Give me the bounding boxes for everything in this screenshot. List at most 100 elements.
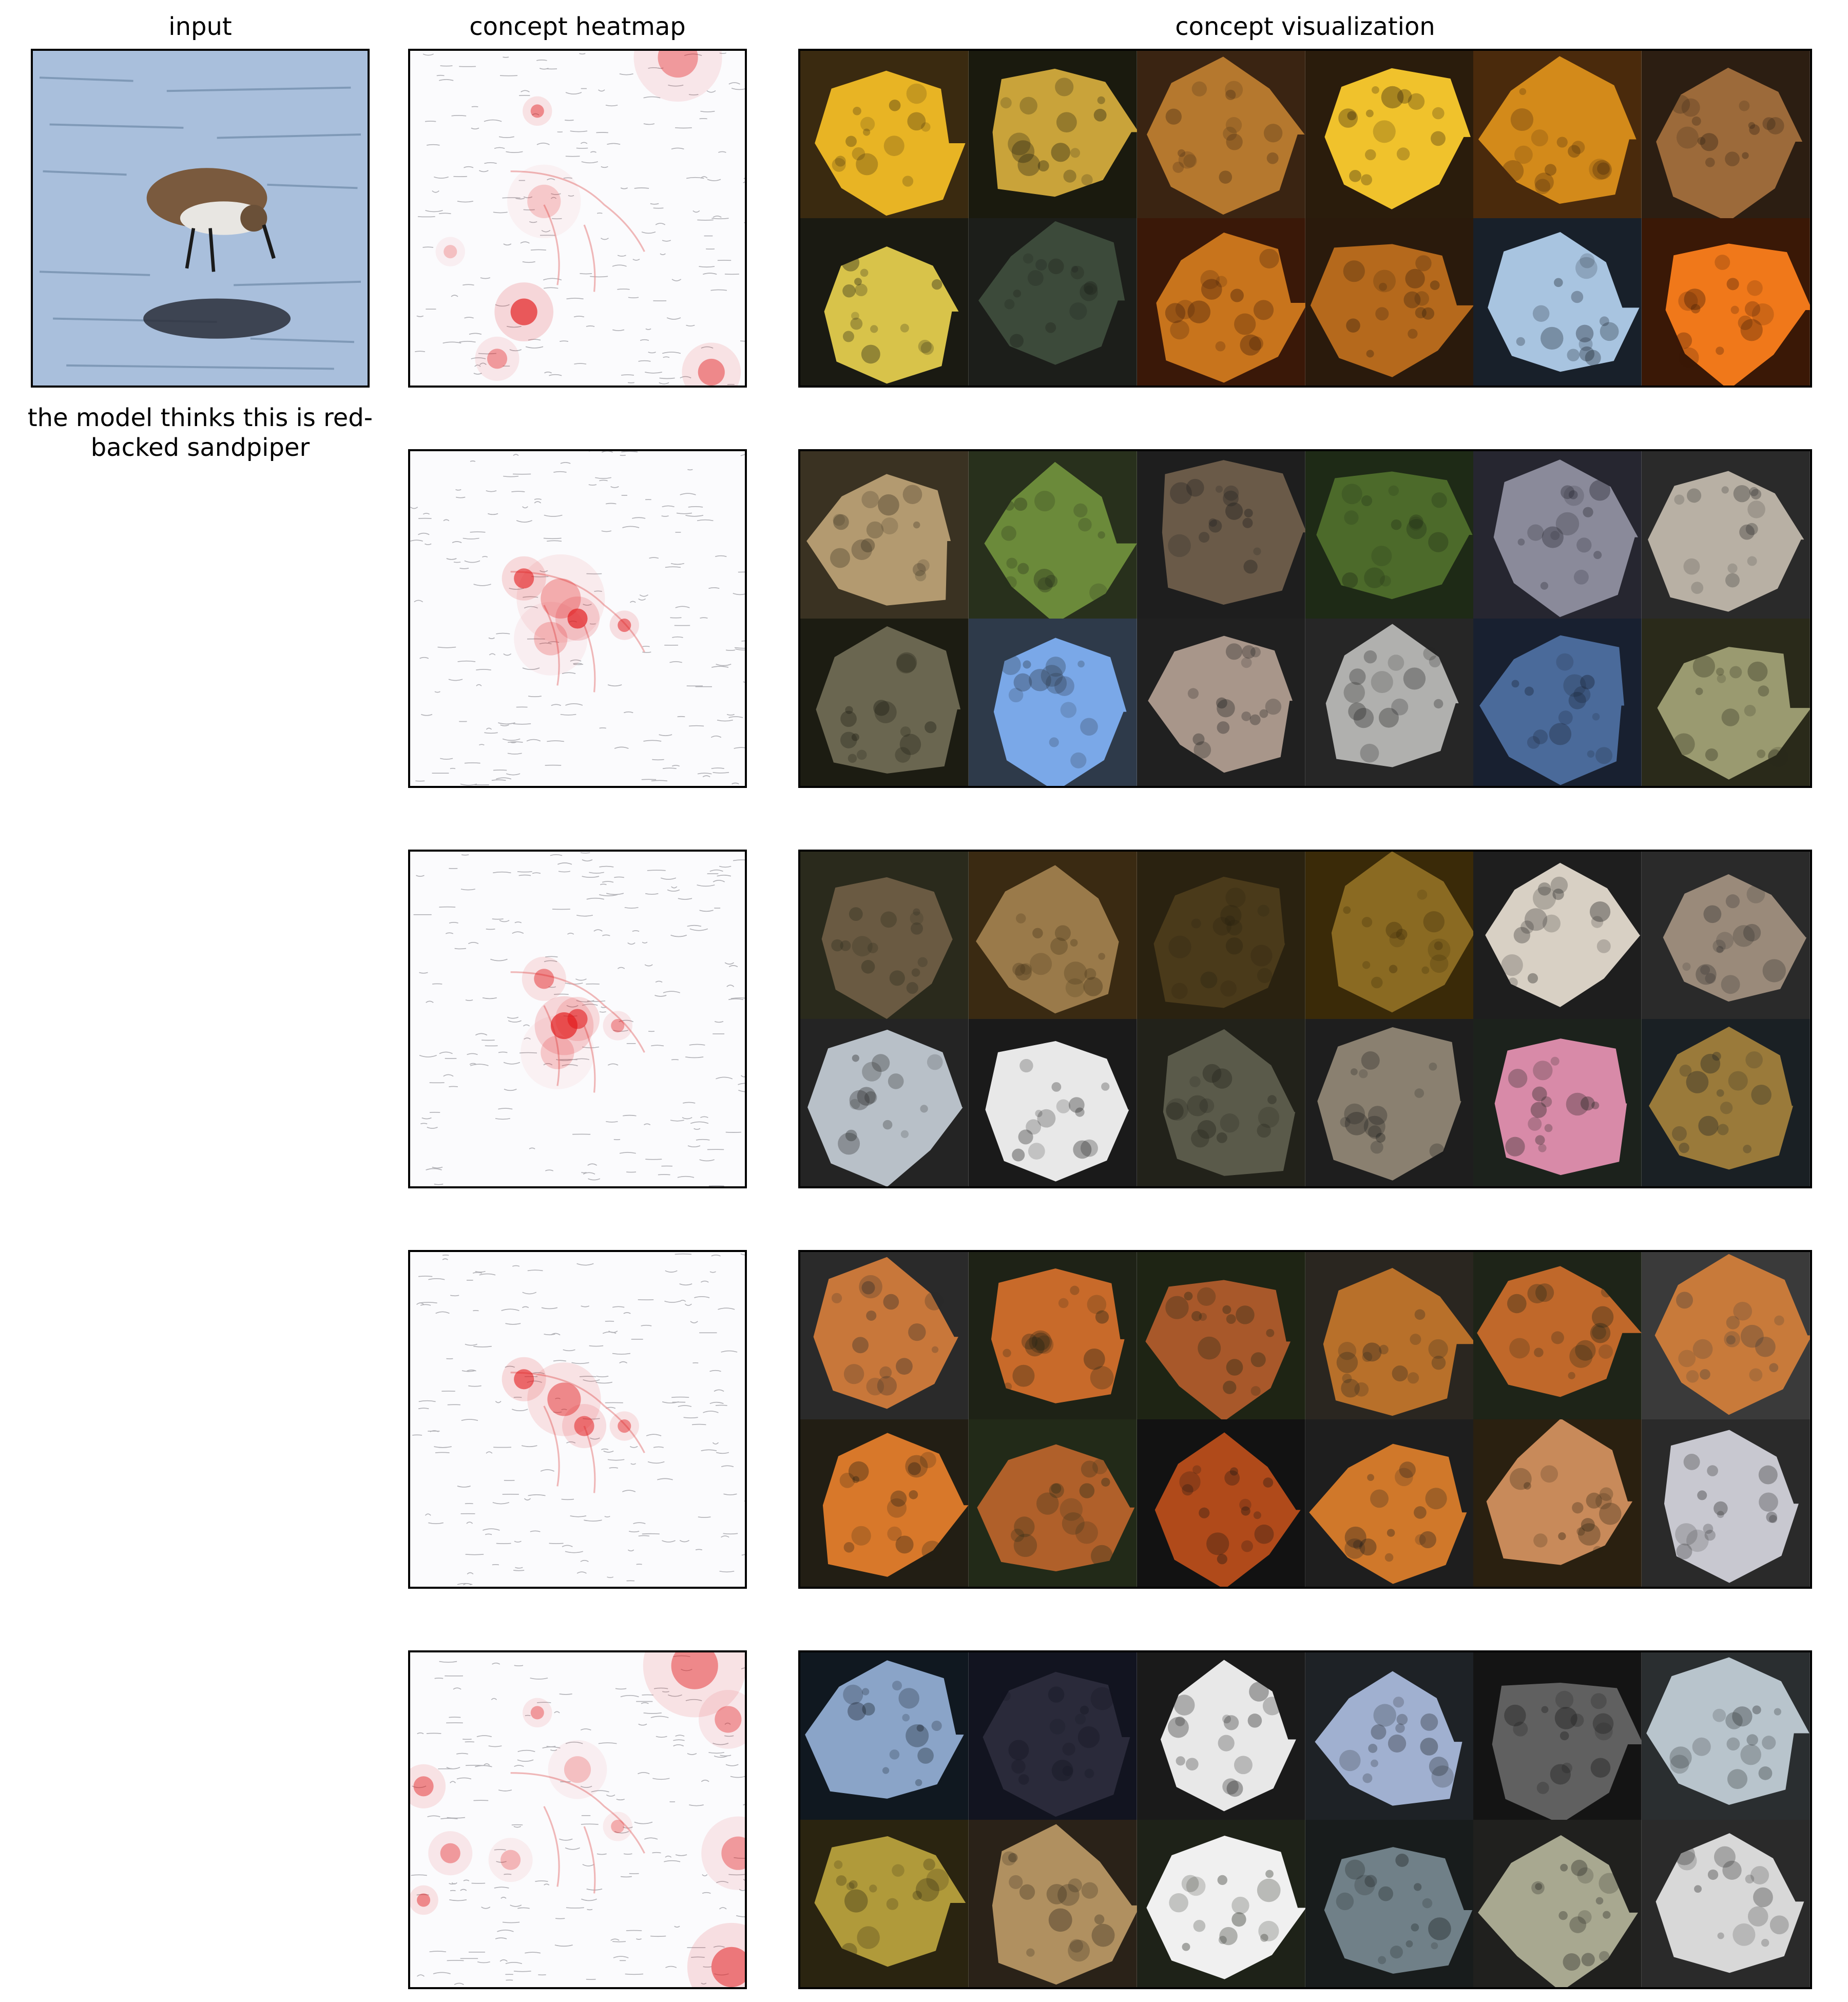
patch-image — [1642, 1652, 1810, 1820]
concept-patch-2-11 — [1473, 619, 1642, 786]
concept-patch-3-6 — [1642, 852, 1810, 1019]
patch-image — [800, 619, 969, 786]
patch-image — [1137, 852, 1305, 1019]
patch-image — [968, 218, 1137, 386]
concept-patch-4-2 — [968, 1252, 1137, 1419]
heatmap-canvas — [410, 451, 745, 786]
prediction-caption: the model thinks this is red-backed sand… — [27, 403, 373, 462]
heatmap-canvas — [410, 51, 745, 386]
concept-patch-1-2 — [968, 51, 1137, 218]
concept-patch-5-6 — [1642, 1652, 1810, 1820]
concept-patch-3-11 — [1473, 1019, 1642, 1186]
patch-image — [800, 1019, 969, 1186]
patch-image — [800, 51, 969, 218]
patch-image — [1473, 1820, 1642, 1987]
concept-patch-1-3 — [1137, 51, 1305, 218]
concept-patch-5-5 — [1473, 1652, 1642, 1820]
concept-patch-3-5 — [1473, 852, 1642, 1019]
patch-image — [968, 852, 1137, 1019]
concept-patch-5-3 — [1137, 1652, 1305, 1820]
concept-patch-1-10 — [1305, 218, 1474, 386]
patch-image — [1473, 451, 1642, 619]
patch-image — [1305, 1019, 1474, 1186]
concept-patch-5-7 — [800, 1820, 969, 1987]
patch-image — [968, 451, 1137, 619]
patch-image — [968, 51, 1137, 218]
patch-image — [1305, 619, 1474, 786]
patch-image — [1305, 51, 1474, 218]
patch-image — [968, 619, 1137, 786]
patch-image — [1473, 1019, 1642, 1186]
concept-patch-5-9 — [1137, 1820, 1305, 1987]
patch-image — [800, 1820, 969, 1987]
concept-heatmap-1 — [408, 49, 747, 388]
concept-patch-2-5 — [1473, 451, 1642, 619]
concept-patch-3-2 — [968, 852, 1137, 1019]
concept-patch-2-9 — [1137, 619, 1305, 786]
patch-image — [1642, 619, 1810, 786]
patch-image — [968, 1419, 1137, 1587]
patch-image — [1137, 1652, 1305, 1820]
concept-patch-1-6 — [1642, 51, 1810, 218]
patch-image — [1642, 451, 1810, 619]
concept-patch-4-6 — [1642, 1252, 1810, 1419]
concept-patch-3-12 — [1642, 1019, 1810, 1186]
concept-patch-2-4 — [1305, 451, 1474, 619]
patch-image — [1305, 1652, 1474, 1820]
concept-heatmap-3 — [408, 850, 747, 1188]
patch-image — [1137, 619, 1305, 786]
concept-patch-4-9 — [1137, 1419, 1305, 1587]
patch-image — [800, 451, 969, 619]
patch-image — [1642, 1252, 1810, 1419]
patch-image — [1137, 51, 1305, 218]
patch-image — [1137, 1252, 1305, 1419]
patch-image — [1473, 1252, 1642, 1419]
patch-image — [800, 1419, 969, 1587]
concept-visualization-3 — [798, 850, 1812, 1188]
concept-patch-1-8 — [968, 218, 1137, 386]
heatmap-canvas — [410, 1252, 745, 1587]
concept-patch-3-3 — [1137, 852, 1305, 1019]
concept-patch-3-7 — [800, 1019, 969, 1186]
patch-image — [968, 1252, 1137, 1419]
concept-patch-1-5 — [1473, 51, 1642, 218]
concept-patch-4-4 — [1305, 1252, 1474, 1419]
concept-patch-5-10 — [1305, 1820, 1474, 1987]
concept-patch-4-10 — [1305, 1419, 1474, 1587]
concept-patch-4-7 — [800, 1419, 969, 1587]
patch-image — [800, 218, 969, 386]
concept-patch-2-3 — [1137, 451, 1305, 619]
input-column-title: input — [168, 12, 232, 41]
patch-image — [1473, 619, 1642, 786]
concept-patch-3-9 — [1137, 1019, 1305, 1186]
concept-visualization-1 — [798, 49, 1812, 388]
concept-patch-2-12 — [1642, 619, 1810, 786]
concept-heatmap-2 — [408, 449, 747, 788]
visualization-column-title: concept visualization — [1175, 12, 1435, 41]
patch-image — [1305, 852, 1474, 1019]
patch-image — [1137, 1820, 1305, 1987]
concept-patch-1-1 — [800, 51, 969, 218]
concept-patch-4-1 — [800, 1252, 969, 1419]
concept-patch-2-2 — [968, 451, 1137, 619]
concept-patch-5-1 — [800, 1652, 969, 1820]
concept-patch-2-1 — [800, 451, 969, 619]
concept-patch-1-11 — [1473, 218, 1642, 386]
concept-patch-1-9 — [1137, 218, 1305, 386]
concept-visualization-5 — [798, 1650, 1812, 1989]
concept-patch-2-7 — [800, 619, 969, 786]
concept-patch-5-2 — [968, 1652, 1137, 1820]
concept-patch-4-5 — [1473, 1252, 1642, 1419]
patch-image — [968, 1652, 1137, 1820]
patch-image — [968, 1820, 1137, 1987]
concept-patch-1-12 — [1642, 218, 1810, 386]
patch-image — [1473, 51, 1642, 218]
patch-image — [1642, 51, 1810, 218]
patch-image — [1473, 1419, 1642, 1587]
patch-image — [1305, 1820, 1474, 1987]
patch-image — [1137, 451, 1305, 619]
concept-patch-5-8 — [968, 1820, 1137, 1987]
concept-visualization-4 — [798, 1250, 1812, 1589]
patch-image — [800, 1652, 969, 1820]
patch-image — [1642, 218, 1810, 386]
